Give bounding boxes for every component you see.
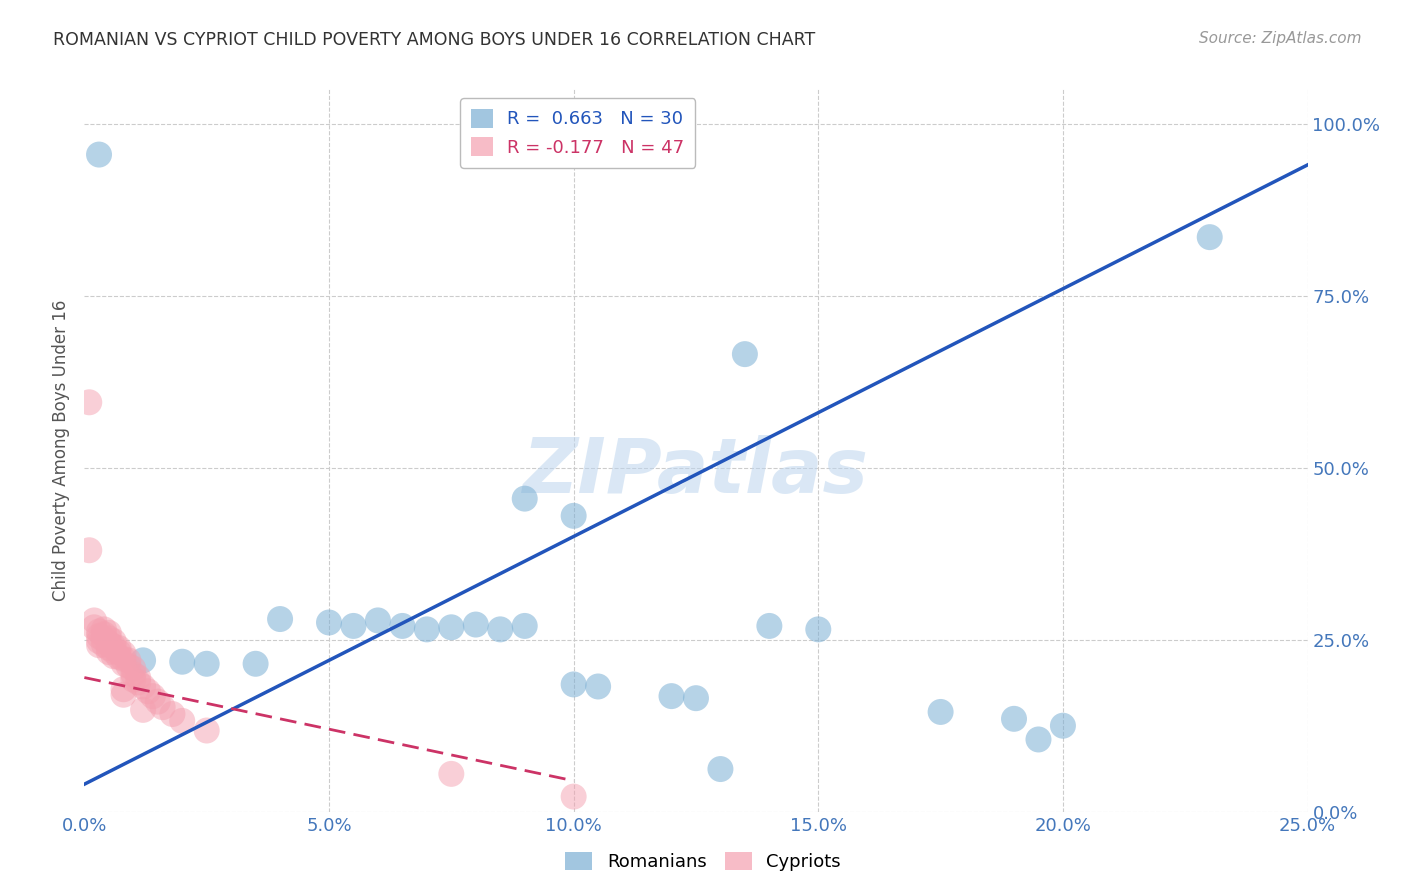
Point bbox=[127, 671, 149, 685]
Point bbox=[661, 689, 683, 703]
Point bbox=[97, 645, 120, 659]
Point bbox=[318, 615, 340, 630]
Legend: R =  0.663   N = 30, R = -0.177   N = 47: R = 0.663 N = 30, R = -0.177 N = 47 bbox=[460, 98, 695, 168]
Point bbox=[416, 623, 439, 637]
Point bbox=[83, 614, 105, 628]
Point bbox=[117, 653, 139, 667]
Point bbox=[195, 723, 218, 738]
Point bbox=[562, 677, 585, 691]
Point bbox=[127, 675, 149, 690]
Point bbox=[112, 688, 135, 702]
Point bbox=[93, 638, 115, 652]
Point bbox=[367, 614, 389, 628]
Point bbox=[440, 620, 463, 634]
Point bbox=[513, 619, 536, 633]
Point bbox=[97, 625, 120, 640]
Point bbox=[87, 634, 110, 648]
Point bbox=[107, 649, 129, 664]
Point bbox=[107, 640, 129, 655]
Point bbox=[103, 640, 125, 654]
Point bbox=[1028, 732, 1050, 747]
Point bbox=[142, 689, 165, 703]
Point bbox=[112, 647, 135, 661]
Point bbox=[77, 543, 100, 558]
Point bbox=[562, 789, 585, 804]
Point bbox=[132, 653, 155, 667]
Point bbox=[342, 619, 364, 633]
Point bbox=[77, 395, 100, 409]
Point bbox=[489, 623, 512, 637]
Point bbox=[117, 658, 139, 673]
Point bbox=[172, 655, 194, 669]
Point bbox=[103, 634, 125, 648]
Point bbox=[136, 684, 159, 698]
Point bbox=[112, 652, 135, 666]
Point bbox=[929, 705, 952, 719]
Point bbox=[87, 624, 110, 639]
Point bbox=[122, 662, 145, 676]
Point bbox=[93, 632, 115, 647]
Point bbox=[162, 706, 184, 721]
Legend: Romanians, Cypriots: Romanians, Cypriots bbox=[558, 845, 848, 879]
Point bbox=[132, 680, 155, 694]
Point bbox=[1002, 712, 1025, 726]
Point bbox=[103, 649, 125, 664]
Point bbox=[97, 640, 120, 655]
Point bbox=[122, 667, 145, 681]
Point bbox=[709, 762, 731, 776]
Point bbox=[172, 714, 194, 728]
Point bbox=[132, 703, 155, 717]
Point bbox=[97, 636, 120, 650]
Point bbox=[87, 638, 110, 652]
Point bbox=[513, 491, 536, 506]
Point bbox=[103, 644, 125, 658]
Point bbox=[1198, 230, 1220, 244]
Point bbox=[269, 612, 291, 626]
Point bbox=[758, 619, 780, 633]
Text: ROMANIAN VS CYPRIOT CHILD POVERTY AMONG BOYS UNDER 16 CORRELATION CHART: ROMANIAN VS CYPRIOT CHILD POVERTY AMONG … bbox=[53, 31, 815, 49]
Point bbox=[93, 627, 115, 641]
Point bbox=[464, 617, 486, 632]
Text: ZIPatlas: ZIPatlas bbox=[523, 435, 869, 509]
Point bbox=[87, 629, 110, 643]
Point bbox=[146, 695, 169, 709]
Point bbox=[440, 767, 463, 781]
Point bbox=[87, 147, 110, 161]
Point bbox=[112, 657, 135, 671]
Point bbox=[97, 632, 120, 646]
Point bbox=[391, 619, 413, 633]
Point bbox=[93, 623, 115, 637]
Point bbox=[112, 682, 135, 697]
Point bbox=[83, 620, 105, 634]
Point bbox=[734, 347, 756, 361]
Point bbox=[685, 691, 707, 706]
Point bbox=[122, 673, 145, 687]
Point bbox=[195, 657, 218, 671]
Point bbox=[586, 680, 609, 694]
Point bbox=[107, 645, 129, 659]
Y-axis label: Child Poverty Among Boys Under 16: Child Poverty Among Boys Under 16 bbox=[52, 300, 70, 601]
Point bbox=[152, 700, 174, 714]
Text: Source: ZipAtlas.com: Source: ZipAtlas.com bbox=[1198, 31, 1361, 46]
Point bbox=[1052, 719, 1074, 733]
Point bbox=[245, 657, 267, 671]
Point bbox=[562, 508, 585, 523]
Point bbox=[807, 623, 830, 637]
